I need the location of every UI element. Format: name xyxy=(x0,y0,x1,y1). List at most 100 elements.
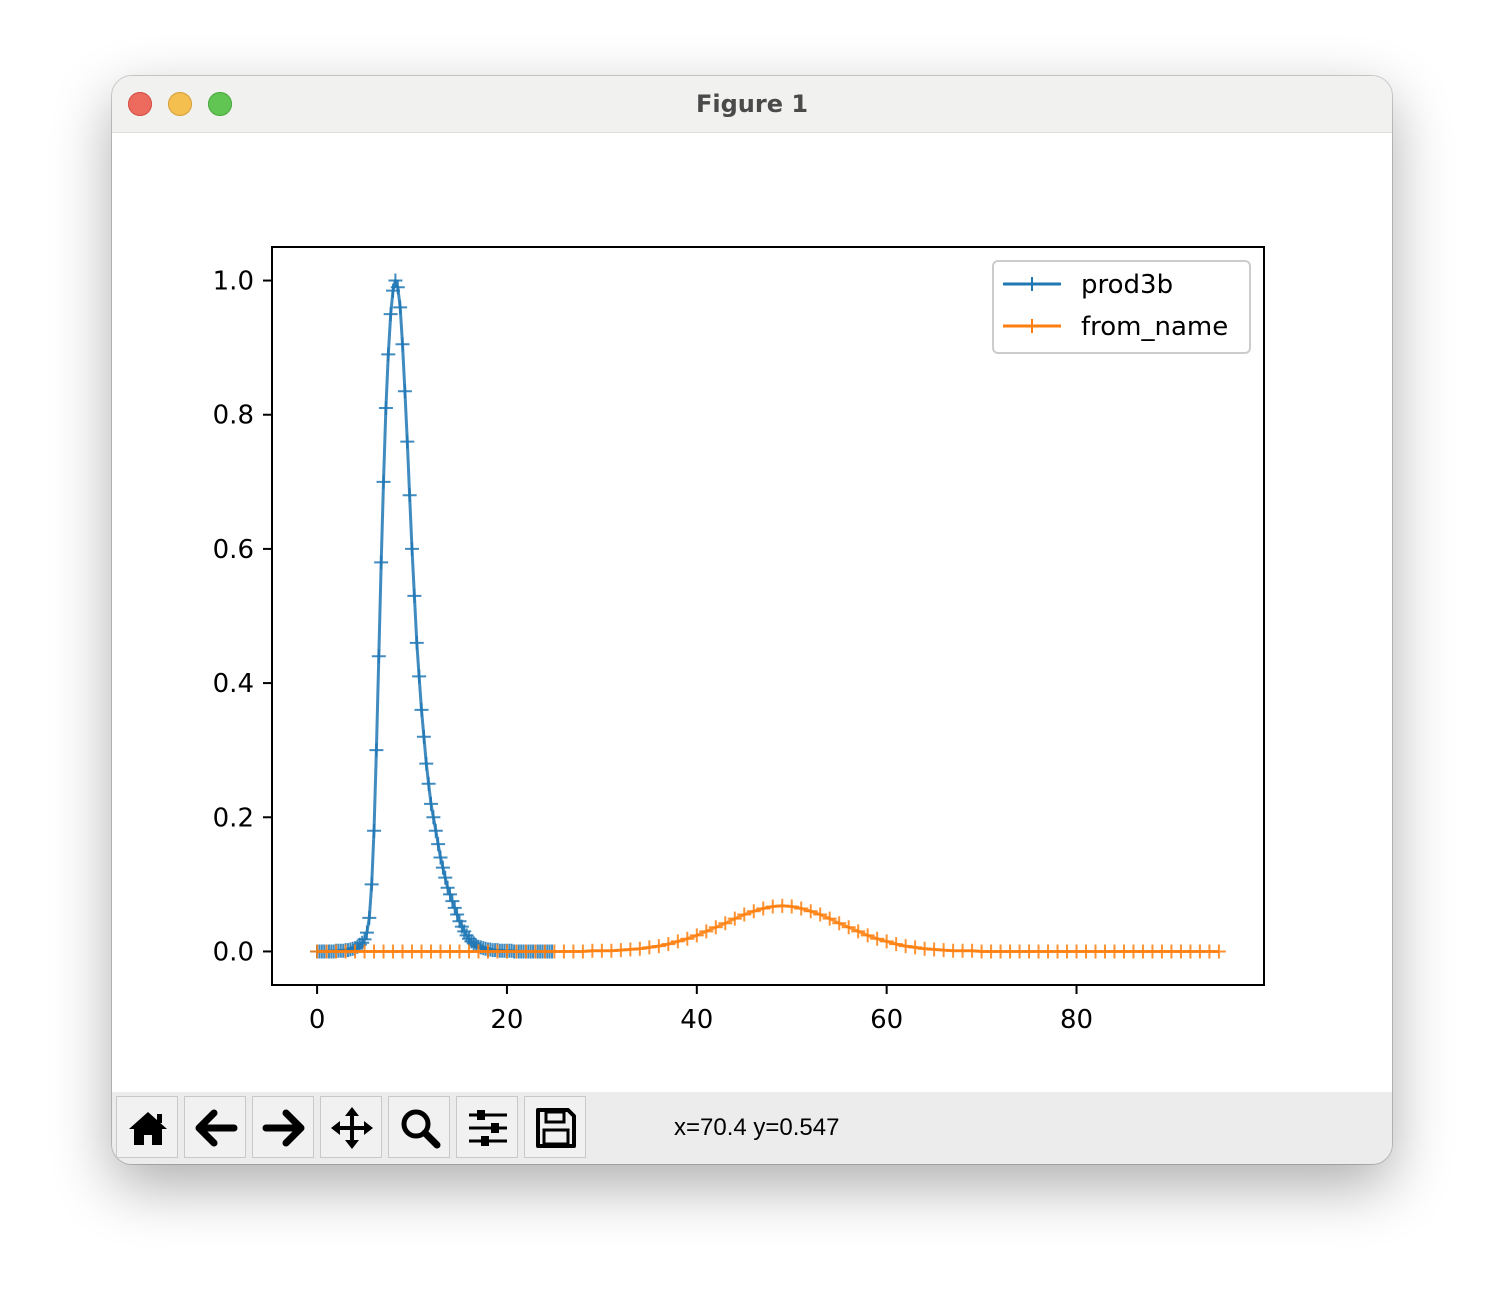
data-point-from-name xyxy=(889,937,904,952)
data-point-prod3b xyxy=(431,837,446,852)
data-point-prod3b xyxy=(390,280,405,295)
data-point-from-name xyxy=(870,931,885,946)
data-point-prod3b xyxy=(381,347,396,362)
x-axis: 0 20 40 60 80 xyxy=(309,985,1093,1035)
data-point-prod3b xyxy=(407,588,422,603)
y-tick-label: 0.0 xyxy=(213,937,254,967)
data-point-prod3b xyxy=(414,702,429,717)
data-point-from-name xyxy=(841,920,856,935)
x-tick-label: 80 xyxy=(1060,1005,1093,1035)
figure-window: Figure 1 0 20 40 60 80 0.0 0.2 0.4 0.6 0.8 1.0 pr… xyxy=(112,76,1392,1164)
data-point-prod3b xyxy=(355,935,370,950)
window-title: Figure 1 xyxy=(695,90,809,118)
y-tick-label: 0.4 xyxy=(213,669,254,699)
data-point-prod3b xyxy=(402,488,417,503)
floppy-disk-icon xyxy=(536,1108,576,1148)
data-point-prod3b xyxy=(433,850,448,865)
y-axis: 0.0 0.2 0.4 0.6 0.8 1.0 xyxy=(213,267,272,967)
data-point-prod3b xyxy=(378,401,393,416)
x-tick-label: 0 xyxy=(309,1005,326,1035)
legend-label-prod3b: prod3b xyxy=(1081,270,1173,300)
data-point-from-name xyxy=(879,934,894,949)
minimize-button[interactable] xyxy=(168,92,192,116)
data-point-from-name xyxy=(756,901,771,916)
x-tick-label: 40 xyxy=(680,1005,713,1035)
home-button[interactable] xyxy=(116,1096,178,1158)
zoom-window-button[interactable] xyxy=(208,92,232,116)
y-tick-label: 0.2 xyxy=(213,803,254,833)
pan-button[interactable] xyxy=(320,1096,382,1158)
data-point-prod3b xyxy=(357,932,372,947)
data-point-prod3b xyxy=(428,823,443,838)
x-tick-label: 20 xyxy=(490,1005,523,1035)
data-point-from-name xyxy=(680,931,695,946)
home-icon xyxy=(129,1112,167,1145)
configure-subplots-button[interactable] xyxy=(456,1096,518,1158)
data-point-prod3b xyxy=(445,894,460,909)
data-point-prod3b xyxy=(419,756,434,771)
data-point-from-name xyxy=(851,924,866,939)
arrow-right-icon xyxy=(262,1109,305,1147)
save-button[interactable] xyxy=(524,1096,586,1158)
y-tick-label: 1.0 xyxy=(213,267,254,297)
data-point-from-name xyxy=(908,940,923,955)
data-point-from-name xyxy=(699,924,714,939)
line-chart[interactable]: 0 20 40 60 80 0.0 0.2 0.4 0.6 0.8 1.0 prod3b from… xyxy=(112,133,1392,1092)
data-point-from-name xyxy=(737,907,752,922)
data-point-prod3b xyxy=(397,384,412,399)
data-point-prod3b xyxy=(424,796,439,811)
data-point-prod3b xyxy=(409,635,424,650)
data-point-prod3b xyxy=(388,273,403,288)
data-point-prod3b xyxy=(362,910,377,925)
data-point-from-name xyxy=(632,941,647,956)
data-point-from-name xyxy=(727,911,742,926)
series-markers-from-name xyxy=(310,898,1226,959)
data-point-from-name xyxy=(642,940,657,955)
data-point-from-name xyxy=(670,934,685,949)
data-point-from-name xyxy=(708,920,723,935)
zoom-button[interactable] xyxy=(388,1096,450,1158)
data-point-from-name xyxy=(718,916,733,931)
axes-frame xyxy=(271,246,1265,986)
data-point-prod3b xyxy=(359,925,374,940)
data-point-prod3b xyxy=(369,743,384,758)
data-point-from-name xyxy=(746,904,761,919)
data-point-from-name xyxy=(794,901,809,916)
data-point-from-name xyxy=(898,939,913,954)
data-point-from-name xyxy=(1211,944,1226,959)
data-point-prod3b xyxy=(426,810,441,825)
data-point-prod3b xyxy=(405,541,420,556)
data-point-from-name xyxy=(689,928,704,943)
data-point-from-name xyxy=(803,904,818,919)
data-point-prod3b xyxy=(440,880,455,895)
data-point-prod3b xyxy=(412,669,427,684)
data-point-from-name xyxy=(860,928,875,943)
data-point-prod3b xyxy=(450,907,465,922)
data-point-from-name xyxy=(784,899,799,914)
data-point-prod3b xyxy=(367,823,382,838)
forward-button[interactable] xyxy=(252,1096,314,1158)
magnifier-icon xyxy=(401,1109,441,1149)
data-point-prod3b xyxy=(416,729,431,744)
sliders-icon xyxy=(469,1110,507,1146)
data-point-prod3b xyxy=(383,307,398,322)
cursor-coordinates: x=70.4 y=0.547 xyxy=(674,1114,840,1141)
data-point-prod3b xyxy=(447,900,462,915)
y-tick-label: 0.8 xyxy=(213,401,254,431)
x-tick-label: 60 xyxy=(870,1005,903,1035)
data-point-from-name xyxy=(813,907,828,922)
plot-background xyxy=(272,247,1264,985)
navigation-toolbar xyxy=(112,1092,1392,1164)
figure-canvas[interactable]: 0 20 40 60 80 0.0 0.2 0.4 0.6 0.8 1.0 prod3b from… xyxy=(112,133,1392,1092)
close-button[interactable] xyxy=(128,92,152,116)
data-point-prod3b xyxy=(400,434,415,449)
data-point-from-name xyxy=(832,916,847,931)
data-point-prod3b xyxy=(371,649,386,664)
series-layer xyxy=(310,273,1226,959)
data-point-prod3b xyxy=(435,860,450,875)
data-point-prod3b xyxy=(374,555,389,570)
back-button[interactable] xyxy=(184,1096,246,1158)
data-point-prod3b xyxy=(376,474,391,489)
move-icon xyxy=(331,1107,373,1149)
data-point-prod3b xyxy=(393,300,408,315)
